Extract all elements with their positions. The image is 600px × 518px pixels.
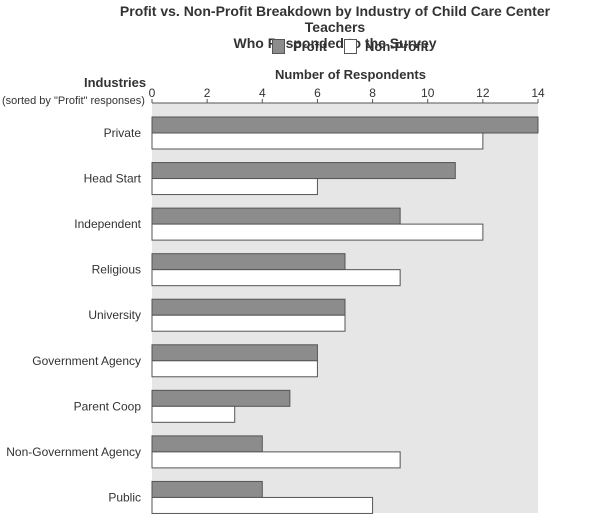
legend-label-profit: Profit bbox=[293, 39, 327, 54]
category-label-head-start: Head Start bbox=[84, 172, 142, 186]
category-label-parent-coop: Parent Coop bbox=[74, 399, 142, 413]
y-axis-note: (sorted by "Profit" responses) bbox=[2, 95, 145, 107]
legend-label-non-profit: Non-Profit bbox=[365, 39, 429, 54]
bar-profit-religious bbox=[151, 253, 346, 271]
x-tick-label-6: 6 bbox=[314, 86, 321, 100]
bar-profit-non-government-agency bbox=[151, 435, 263, 453]
x-tick-label-14: 14 bbox=[531, 86, 545, 100]
bar-non-profit-independent bbox=[151, 223, 484, 241]
chart-title-line1: Profit vs. Non-Profit Breakdown by Indus… bbox=[119, 3, 551, 35]
x-tick-label-8: 8 bbox=[369, 86, 376, 100]
bar-non-profit-public bbox=[151, 496, 374, 514]
bar-profit-public bbox=[151, 480, 263, 498]
bar-non-profit-government-agency bbox=[151, 360, 318, 378]
legend-item-profit: Profit bbox=[272, 39, 327, 54]
x-tick-label-2: 2 bbox=[204, 86, 211, 100]
bar-profit-head-start bbox=[151, 162, 456, 180]
category-label-private: Private bbox=[104, 126, 142, 140]
category-label-university: University bbox=[88, 308, 141, 322]
bar-profit-government-agency bbox=[151, 344, 318, 362]
x-tick-label-4: 4 bbox=[259, 86, 266, 100]
category-label-public: Public bbox=[108, 490, 141, 504]
category-label-independent: Independent bbox=[74, 217, 141, 231]
category-label-non-government-agency: Non-Government Agency bbox=[6, 445, 141, 459]
bar-profit-private bbox=[151, 116, 539, 134]
bar-non-profit-head-start bbox=[151, 178, 318, 196]
bar-profit-parent-coop bbox=[151, 389, 291, 407]
bar-profit-independent bbox=[151, 207, 401, 225]
bar-non-profit-parent-coop bbox=[151, 405, 236, 423]
x-tick-label-0: 0 bbox=[149, 86, 156, 100]
legend: Profit Non-Profit bbox=[0, 39, 600, 57]
x-axis-title: Number of Respondents bbox=[275, 67, 426, 82]
category-label-government-agency: Government Agency bbox=[32, 354, 141, 368]
x-tick-label-12: 12 bbox=[476, 86, 490, 100]
category-label-religious: Religious bbox=[92, 263, 141, 277]
legend-swatch-profit bbox=[272, 39, 285, 54]
legend-item-non-profit: Non-Profit bbox=[344, 39, 429, 54]
bar-non-profit-private bbox=[151, 132, 484, 150]
bar-non-profit-university bbox=[151, 314, 346, 332]
x-tick-label-10: 10 bbox=[421, 86, 435, 100]
bar-non-profit-non-government-agency bbox=[151, 451, 401, 469]
bar-profit-university bbox=[151, 298, 346, 316]
bar-non-profit-religious bbox=[151, 269, 401, 287]
legend-swatch-non-profit bbox=[344, 39, 357, 54]
y-axis-title: Industries bbox=[84, 75, 147, 90]
